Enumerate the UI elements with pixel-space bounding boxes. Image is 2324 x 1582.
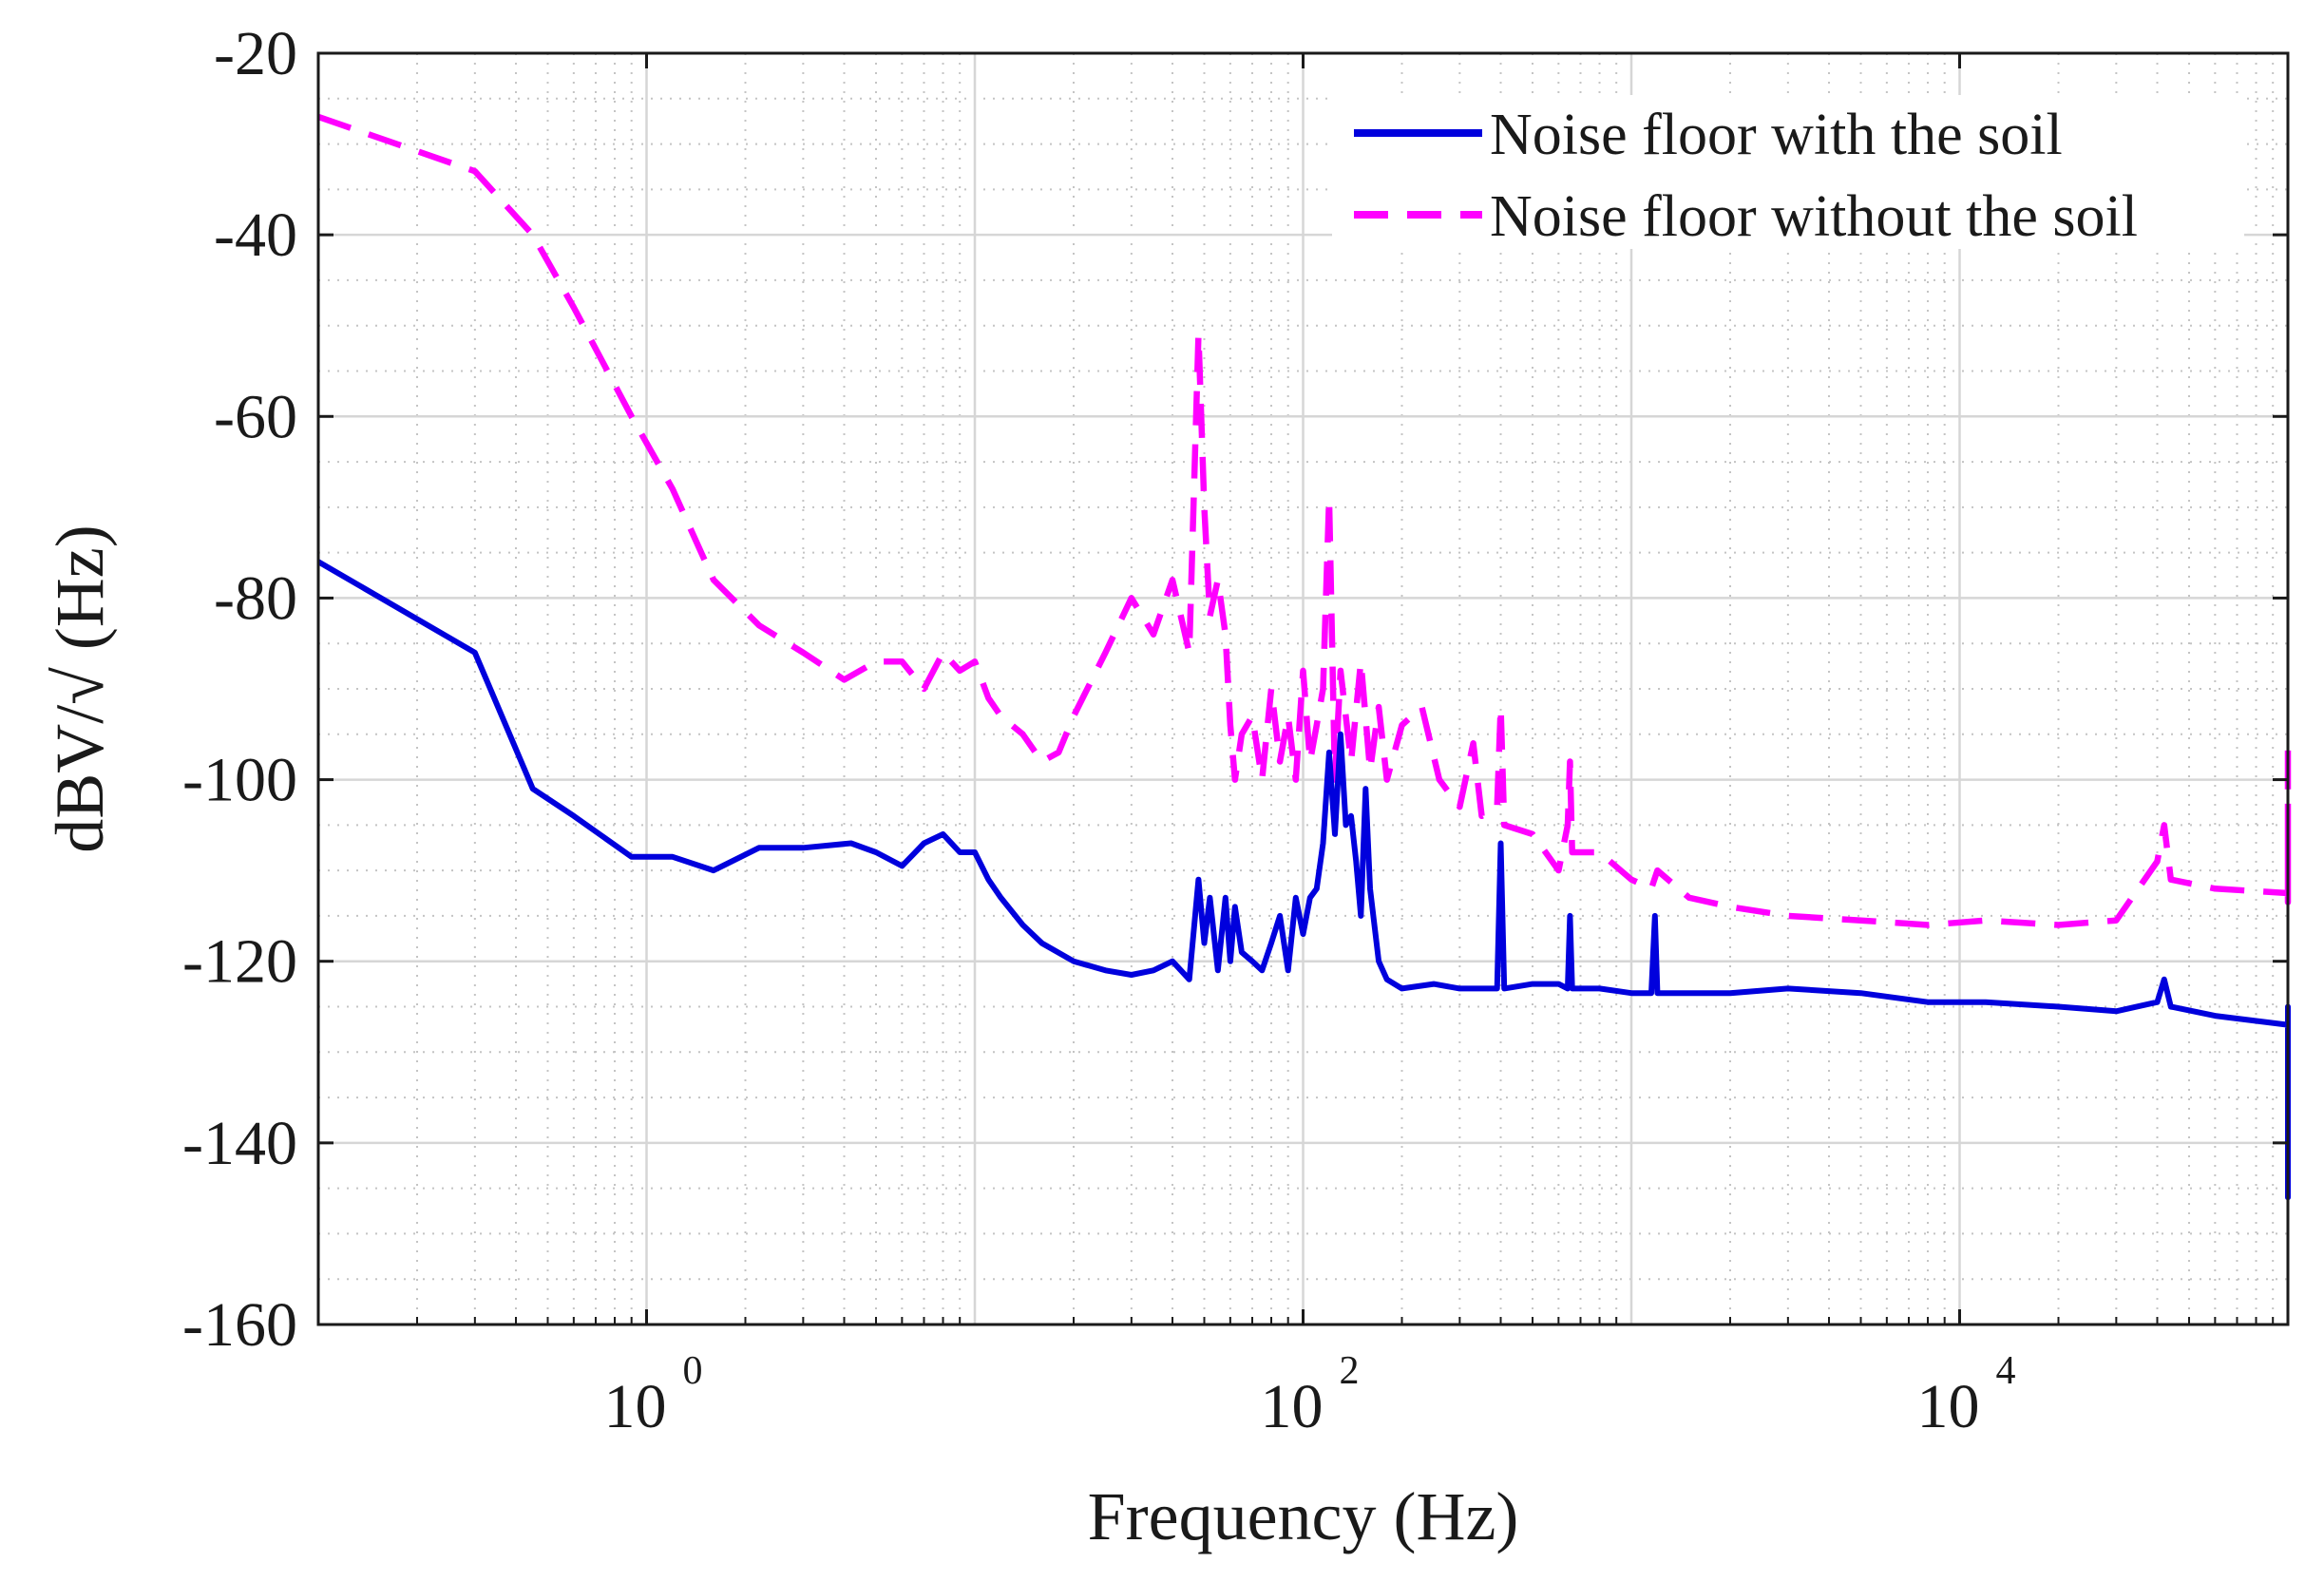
- x-tick-label: 10: [1917, 1372, 1980, 1441]
- tick-layer: -20 -40 -60 -80 -100 -120 -140 -160 10 0 10 2 10 4: [182, 19, 2288, 1441]
- y-tick-label: -80: [214, 563, 297, 633]
- x-tick-label: 10: [1261, 1372, 1324, 1441]
- y-tick-label: -20: [214, 19, 297, 88]
- legend: Noise floor with the soil Noise floor wi…: [1332, 95, 2244, 249]
- legend-box: [1332, 95, 2244, 249]
- y-tick-label: -140: [182, 1109, 297, 1178]
- x-tick-exponent: 0: [683, 1349, 703, 1393]
- x-tick-label: 10: [604, 1372, 667, 1441]
- legend-label-without-soil: Noise floor without the soil: [1490, 184, 2138, 249]
- x-axis-title: Frequency (Hz): [1088, 1478, 1519, 1554]
- y-tick-label: -100: [182, 746, 297, 815]
- y-tick-label: -160: [182, 1290, 297, 1360]
- y-tick-label: -40: [214, 200, 297, 270]
- y-tick-label: -120: [182, 927, 297, 997]
- x-tick-exponent: 4: [1996, 1349, 2016, 1393]
- y-axis-title: dBV/√ (Hz): [42, 524, 118, 852]
- y-tick-label: -60: [214, 382, 297, 451]
- legend-label-with-soil: Noise floor with the soil: [1490, 103, 2063, 167]
- x-tick-exponent: 2: [1340, 1349, 1360, 1393]
